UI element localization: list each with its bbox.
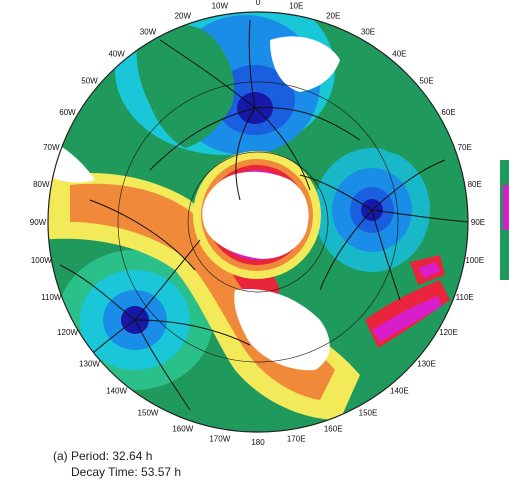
longitude-label: 110W xyxy=(41,293,62,302)
cotidal-lines xyxy=(59,19,468,411)
longitude-label: 160W xyxy=(172,425,193,434)
australia xyxy=(234,289,330,371)
longitude-label: 140W xyxy=(106,387,127,396)
longitude-label: 170E xyxy=(287,435,306,444)
longitude-label: 50E xyxy=(419,77,433,86)
longitude-label: 150E xyxy=(359,409,378,418)
longitude-label: 120E xyxy=(439,328,458,337)
longitude-label: 120W xyxy=(57,328,78,337)
longitude-label: 20W xyxy=(175,11,192,20)
longitude-label: 10W xyxy=(212,1,229,10)
longitude-label: 80W xyxy=(33,180,50,189)
longitude-label: 150W xyxy=(138,409,159,418)
longitude-label: 40W xyxy=(108,50,125,59)
antarctica xyxy=(202,171,309,259)
longitude-label: 70W xyxy=(43,143,60,152)
map-border xyxy=(47,11,469,433)
longitude-label: 90W xyxy=(30,218,47,227)
longitude-labels: 0 10E 20E 30E 40E 50E 60E 70E 80E 90E 100E 110E 120E… xyxy=(30,0,485,447)
longitude-label: 180 xyxy=(251,438,265,447)
longitude-label: 160E xyxy=(324,425,343,434)
longitude-label: 70E xyxy=(458,143,472,152)
africa-south xyxy=(270,36,340,92)
caption-decay-time: Decay Time: 53.57 h xyxy=(71,465,182,479)
longitude-label: 20E xyxy=(326,11,340,20)
longitude-label: 130W xyxy=(79,359,100,368)
graticule xyxy=(117,81,399,363)
longitude-label: 110E xyxy=(456,293,474,302)
map-disk xyxy=(48,12,468,432)
longitude-label: 90E xyxy=(471,218,485,227)
longitude-label: 10E xyxy=(289,1,303,10)
longitude-label: 60E xyxy=(441,108,455,117)
longitude-label: 80E xyxy=(468,180,482,189)
caption-period: (a) Period: 32.64 h xyxy=(53,449,153,463)
longitude-label: 140E xyxy=(390,387,409,396)
longitude-label: 30W xyxy=(140,28,157,37)
longitude-label: 50W xyxy=(81,77,98,86)
longitude-label: 0 xyxy=(256,0,261,7)
longitude-label: 60W xyxy=(59,108,76,117)
longitude-label: 100W xyxy=(31,256,52,265)
longitude-label: 100E xyxy=(465,256,484,265)
longitude-label: 30E xyxy=(361,28,375,37)
longitude-label: 170W xyxy=(209,435,230,444)
longitude-label: 40E xyxy=(392,50,406,59)
longitude-label: 130E xyxy=(417,359,436,368)
